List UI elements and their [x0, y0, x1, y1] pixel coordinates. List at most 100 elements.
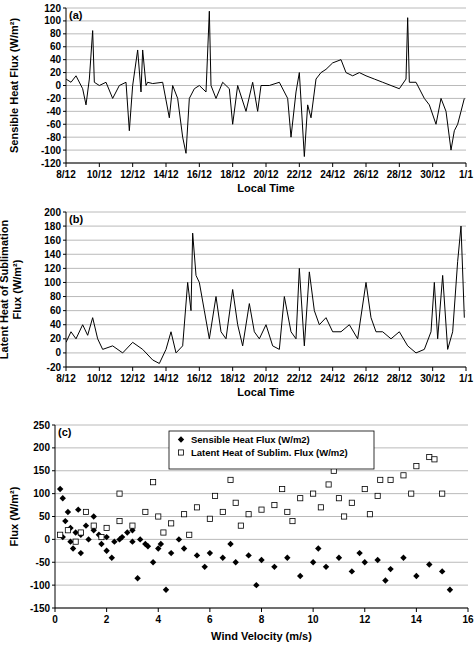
- series-line: [66, 11, 464, 156]
- grid-line: [66, 98, 466, 99]
- marker-square: [285, 509, 290, 514]
- marker-square: [378, 477, 383, 482]
- marker-diamond: [232, 559, 238, 565]
- marker-diamond: [176, 536, 182, 542]
- marker-square: [349, 500, 354, 505]
- marker-diamond: [315, 545, 321, 551]
- marker-diamond: [168, 550, 174, 556]
- y-tick-label: 20: [50, 67, 62, 78]
- x-axis-label: Wind Velocity (m/s): [211, 630, 312, 642]
- grid-line: [55, 585, 468, 586]
- marker-diamond: [297, 573, 303, 579]
- marker-square: [104, 525, 109, 530]
- legend: Sensible Heat Flux (W/m2)Latent Heat of …: [169, 431, 374, 469]
- marker-square: [272, 502, 277, 507]
- marker-diamond: [65, 509, 71, 515]
- x-tick-label: 16/12: [187, 169, 212, 180]
- marker-square: [73, 539, 78, 544]
- x-tick-label: 28/12: [387, 169, 412, 180]
- panel: -200204060801001201401601802008/1210/121…: [0, 207, 473, 399]
- marker-square: [311, 491, 316, 496]
- y-axis-label-line: Flux (W/m²): [8, 486, 20, 546]
- x-tick: [166, 367, 167, 371]
- y-tick-label: 100: [33, 488, 50, 499]
- marker-diamond: [111, 538, 117, 544]
- x-tick: [466, 367, 467, 371]
- x-tick-label: 22/12: [287, 169, 312, 180]
- x-tick-label: 22/12: [287, 373, 312, 384]
- panel-label: (c): [58, 426, 72, 438]
- marker-square: [246, 512, 251, 517]
- marker-square: [318, 505, 323, 510]
- grid-line: [66, 352, 466, 353]
- x-tick-label: 24/12: [320, 169, 345, 180]
- x-tick: [132, 163, 133, 167]
- x-tick: [106, 608, 107, 612]
- marker-diamond: [382, 577, 388, 583]
- marker-square: [99, 534, 104, 539]
- x-tick: [416, 608, 417, 612]
- x-tick: [66, 367, 67, 371]
- x-tick-label: 14/12: [153, 373, 178, 384]
- y-tick-label: 200: [33, 442, 50, 453]
- x-tick: [468, 608, 469, 612]
- marker-diamond: [439, 568, 445, 574]
- marker-diamond: [119, 534, 125, 540]
- x-tick-label: 8/12: [56, 169, 76, 180]
- x-tick: [466, 163, 467, 167]
- x-tick: [232, 367, 233, 371]
- x-tick: [99, 163, 100, 167]
- x-tick: [99, 367, 100, 371]
- marker-diamond: [336, 554, 342, 560]
- x-tick: [332, 163, 333, 167]
- marker-square: [414, 464, 419, 469]
- x-tick-label: 28/12: [387, 373, 412, 384]
- x-tick: [209, 608, 210, 612]
- y-tick-label: 80: [50, 291, 62, 302]
- marker-diamond: [83, 522, 89, 528]
- marker-diamond: [75, 506, 81, 512]
- series-line: [66, 226, 464, 363]
- y-axis: [66, 8, 67, 163]
- y-tick-label: -50: [36, 557, 51, 568]
- marker-square: [233, 500, 238, 505]
- marker-square: [143, 509, 148, 514]
- marker-square: [169, 521, 174, 526]
- marker-diamond: [181, 545, 187, 551]
- grid-line: [66, 33, 466, 34]
- marker-square: [220, 509, 225, 514]
- x-tick: [55, 608, 56, 612]
- marker-square: [130, 523, 135, 528]
- x-tick: [399, 367, 400, 371]
- grid-line: [66, 150, 466, 151]
- marker-square: [367, 512, 372, 517]
- x-tick-label: 12/12: [120, 169, 145, 180]
- y-axis: [55, 425, 56, 608]
- x-tick: [332, 367, 333, 371]
- marker-square: [78, 530, 83, 535]
- marker-square: [161, 530, 166, 535]
- y-tick-label: 140: [44, 249, 61, 260]
- plot-data: [66, 11, 464, 156]
- marker-square: [150, 480, 155, 485]
- x-tick-label: 4: [155, 614, 161, 625]
- y-axis: [66, 212, 67, 367]
- y-tick-label: 100: [44, 15, 61, 26]
- marker-square: [91, 523, 96, 528]
- x-tick: [66, 163, 67, 167]
- marker-square: [342, 514, 347, 519]
- x-tick-label: 26/12: [353, 169, 378, 180]
- marker-diamond: [145, 543, 151, 549]
- marker-diamond: [91, 513, 97, 519]
- grid-line: [66, 282, 466, 283]
- marker-diamond: [85, 536, 91, 542]
- y-tick-label: -120: [41, 158, 61, 169]
- marker-diamond: [62, 518, 68, 524]
- y-axis-label-line: Latent Heat of Sublimation: [0, 220, 10, 360]
- y-tick-label: 50: [39, 511, 51, 522]
- x-tick-label: 30/12: [420, 169, 445, 180]
- marker-square: [212, 493, 217, 498]
- marker-square: [83, 509, 88, 514]
- y-tick-label: 40: [50, 319, 62, 330]
- marker-square: [259, 507, 264, 512]
